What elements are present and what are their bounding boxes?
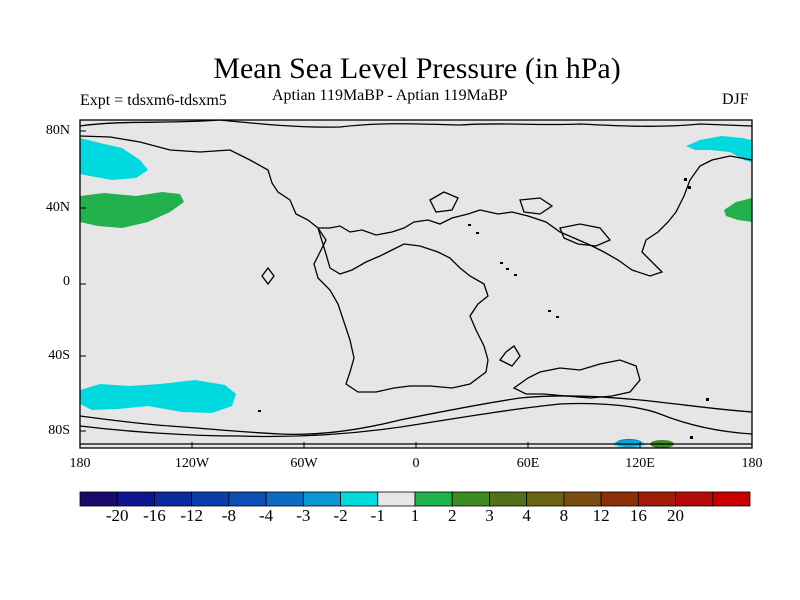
colorbar-swatch: [526, 491, 565, 507]
axis-ticks: [79, 130, 753, 448]
lon-label-60e: 60E: [516, 456, 540, 471]
lon-label-120e: 120E: [625, 456, 655, 471]
colorbar-swatch: [265, 491, 304, 507]
colorbar-label: 16: [629, 506, 647, 525]
colorbar-label: 3: [485, 506, 494, 525]
small-islands: [258, 178, 709, 439]
colorbar: [79, 491, 751, 507]
colorbar-label: -2: [333, 506, 348, 525]
colorbar-swatch: [563, 491, 602, 507]
lat-label-80n: 80N: [45, 123, 70, 138]
experiment-label: Expt = tdsxm6-tdsxm5: [80, 92, 227, 109]
lon-label-180w: 180: [69, 456, 91, 471]
colorbar-label: 2: [447, 506, 457, 525]
colorbar-label: 12: [592, 506, 610, 525]
colorbar-label: -1: [370, 506, 385, 525]
colorbar-swatch: [600, 491, 639, 507]
anomaly-cyan-north-pacific: [80, 138, 148, 180]
colorbar-label: -12: [180, 506, 203, 525]
colorbar-swatch: [377, 491, 416, 507]
lat-label-40n: 40N: [45, 200, 70, 215]
colorbar-swatch: [675, 491, 714, 507]
colorbar-label: 4: [522, 506, 531, 525]
colorbar-swatch: [116, 491, 155, 507]
lon-label-0: 0: [412, 456, 420, 471]
anomaly-green-east-pacific: [724, 198, 752, 222]
colorbar-label: 1: [410, 506, 420, 525]
colorbar-swatch: [79, 491, 118, 507]
colorbar-label: -8: [221, 506, 236, 525]
colorbar-label: -20: [105, 506, 129, 525]
colorbar-label: -16: [143, 506, 166, 525]
anomaly-green-north-pacific: [80, 192, 184, 228]
colorbar-swatch: [191, 491, 230, 507]
colorbar-label: -3: [296, 506, 311, 525]
colorbar-label: 20: [667, 506, 685, 525]
lon-label-180e: 180: [741, 456, 763, 471]
colorbar-swatch: [154, 491, 193, 507]
colorbar-swatch: [228, 491, 267, 507]
lon-label-60w: 60W: [290, 456, 318, 471]
colorbar-label: 8: [559, 506, 569, 525]
anomaly-cyan-arctic-east: [686, 136, 752, 162]
period-label: Aptian 119MaBP - Aptian 119MaBP: [272, 87, 508, 104]
lat-label-80s: 80S: [48, 423, 70, 438]
colorbar-swatch: [489, 491, 528, 507]
lon-label-120w: 120W: [174, 456, 210, 471]
colorbar-swatch: [637, 491, 676, 507]
lat-label-40s: 40S: [48, 348, 70, 363]
colorbar-swatch: [302, 491, 341, 507]
colorbar-swatch: [451, 491, 490, 507]
colorbar-label: -4: [259, 506, 274, 525]
colorbar-swatch: [414, 491, 453, 507]
anomaly-cyan-south-pacific: [80, 380, 236, 413]
colorbar-swatch: [712, 491, 751, 507]
season-label: DJF: [722, 91, 749, 108]
colorbar-swatch: [340, 491, 379, 507]
map-title: Mean Sea Level Pressure (in hPa): [213, 52, 621, 85]
lat-label-0: 0: [63, 274, 70, 289]
